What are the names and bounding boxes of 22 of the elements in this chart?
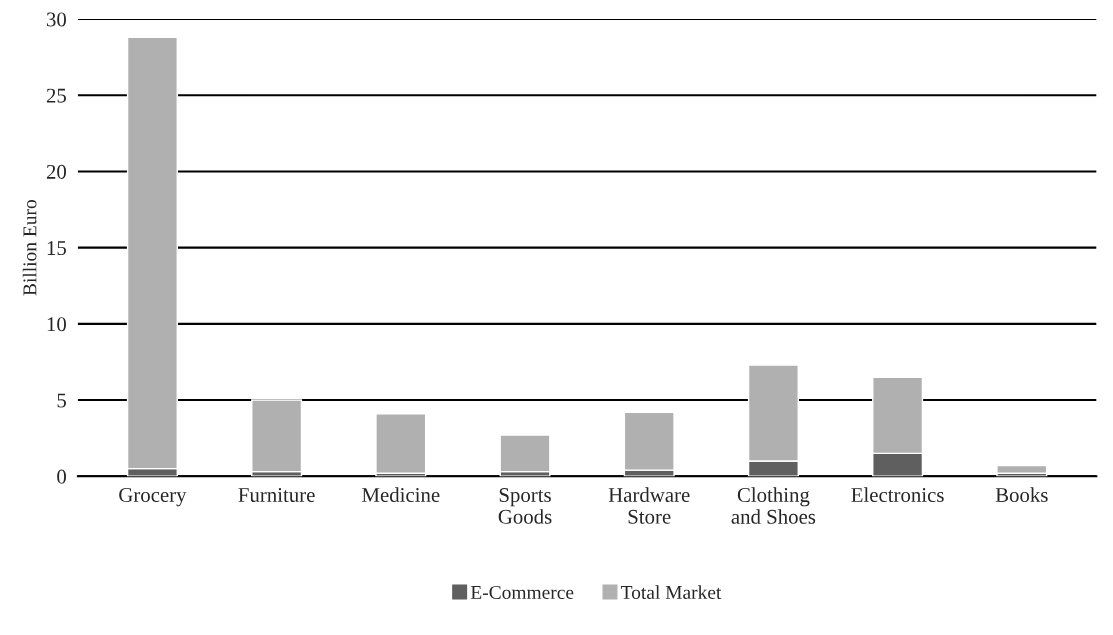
x-tick-label: Sports Goods — [498, 488, 552, 524]
y-tick-label: 30 — [46, 12, 66, 27]
x-tick-label: Grocery — [119, 487, 187, 507]
legend-label: Total Market — [621, 585, 722, 599]
x-tick-label: Medicine — [362, 487, 440, 503]
y-tick-label: 20 — [46, 164, 66, 179]
x-tick-label: Clothing and Shoes — [731, 487, 816, 524]
bar — [499, 434, 551, 473]
bar — [251, 399, 303, 473]
bar — [996, 464, 1048, 474]
x-tick-label: Books — [995, 487, 1048, 503]
bar — [375, 413, 427, 474]
x-tick-label: Hardware Store — [608, 487, 690, 524]
x-tick-label: Electronics — [851, 487, 944, 503]
y-tick-label: 10 — [47, 317, 66, 332]
y-axis-title: Billion Euro — [22, 200, 37, 296]
y-tick-label: 15 — [47, 241, 66, 256]
y-tick-label: 25 — [46, 88, 66, 103]
legend-label: E-Commerce — [470, 585, 574, 599]
y-tick-label: 0 — [57, 469, 66, 484]
y-tick-label: 5 — [57, 393, 66, 408]
x-tick-label: Furniture — [238, 488, 315, 503]
